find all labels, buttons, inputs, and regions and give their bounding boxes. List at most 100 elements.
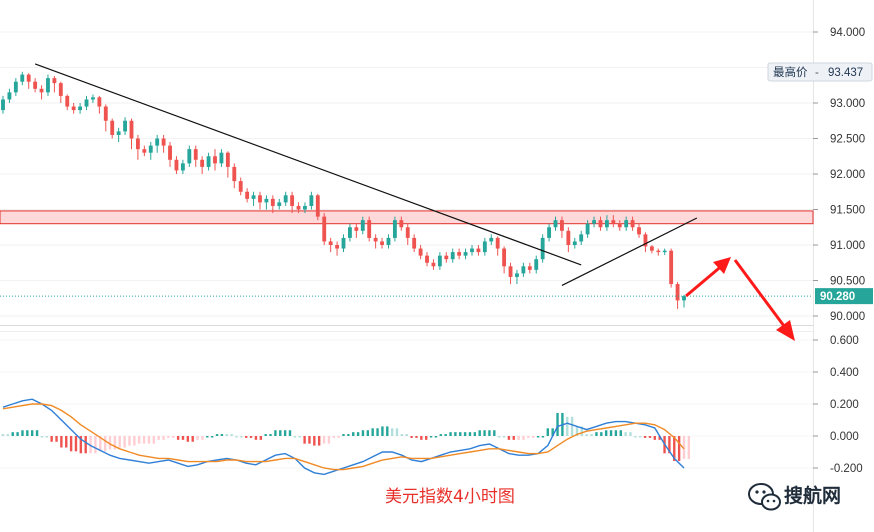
macd-histogram-bar — [245, 436, 248, 438]
macd-histogram-bar — [118, 436, 121, 448]
candle-body — [425, 255, 429, 263]
macd-histogram-bar — [176, 436, 180, 440]
macd-histogram-bar — [478, 430, 481, 436]
macd-histogram-bar — [347, 434, 350, 436]
candle-body — [598, 220, 603, 228]
macd-histogram-bar — [551, 428, 554, 436]
macd-tick-label: 0.000 — [830, 431, 859, 443]
macd-histogram-bar — [517, 436, 520, 440]
forecast-arrows — [685, 257, 795, 341]
macd-histogram-bar — [55, 436, 58, 442]
candle-body — [245, 191, 250, 199]
macd-histogram-bar — [624, 432, 627, 436]
macd-histogram-bar — [580, 426, 584, 436]
candle-body — [251, 195, 256, 199]
macd-histogram-bar — [249, 436, 253, 438]
candle-body — [7, 92, 12, 100]
macd-histogram-bar — [26, 430, 29, 436]
macd-histogram-bar — [293, 436, 297, 438]
candle-body — [643, 234, 648, 247]
trendline-uptrend — [561, 217, 698, 287]
macd-histogram-bar — [147, 436, 151, 444]
macd-histogram-bar — [259, 436, 263, 440]
candle-body — [341, 237, 346, 249]
macd-histogram-bar — [133, 436, 136, 446]
macd-histogram-bar — [65, 436, 68, 448]
candle-body — [187, 149, 192, 164]
macd-line-0 — [2, 398, 685, 476]
macd-histogram-bar — [356, 432, 360, 436]
macd-tick-label: 0.400 — [830, 367, 859, 379]
candle-body — [392, 220, 397, 238]
macd-histogram-bar — [556, 412, 559, 436]
candle-body — [572, 241, 577, 245]
macd-histogram-bar — [677, 436, 681, 461]
candle-body — [97, 97, 102, 107]
candle-body — [123, 120, 127, 132]
candle-body — [675, 284, 680, 301]
macd-histogram-bar — [488, 430, 491, 436]
candle-body — [547, 227, 552, 238]
macd-histogram-bar — [142, 436, 146, 444]
macd-histogram-bar — [240, 436, 243, 438]
candle-body — [360, 220, 365, 231]
candle-body — [270, 198, 275, 206]
macd-histogram-bar — [327, 436, 331, 444]
macd-histogram-bar — [40, 436, 44, 438]
last-price-badge — [815, 288, 873, 305]
candle-body — [168, 145, 172, 160]
macd-histogram-bar — [410, 436, 413, 438]
candle-body — [206, 156, 211, 167]
macd-histogram-bar — [196, 436, 199, 440]
macd-histogram-bar — [274, 430, 277, 436]
candle-body — [335, 245, 340, 249]
macd-histogram-bar — [361, 430, 365, 436]
macd-histogram-bar — [483, 430, 486, 436]
candle-body — [142, 149, 147, 153]
candle-body — [656, 250, 661, 253]
macd-histogram-bar — [546, 428, 549, 436]
trendline-downtrend — [34, 63, 582, 266]
candle-body — [560, 220, 564, 231]
macd-histogram-bar — [507, 436, 511, 440]
candle-body — [444, 255, 449, 260]
macd-histogram-bar — [206, 436, 209, 438]
macd-histogram-bar — [395, 428, 399, 436]
macd-histogram-bar — [497, 436, 501, 438]
macd-histogram-bar — [342, 434, 345, 436]
macd-histogram-bar — [634, 436, 637, 438]
macd-histogram-bar — [444, 434, 447, 436]
macd-histogram-bar — [673, 436, 676, 461]
macd-histogram-bar — [230, 434, 233, 436]
macd-histogram-bar — [585, 434, 588, 436]
macd-histogram-bar — [653, 436, 657, 440]
candle-body — [373, 237, 378, 242]
candle-body — [91, 97, 95, 100]
macd-histogram-bar — [415, 436, 418, 438]
forecast-arrow-down-head — [776, 320, 795, 341]
macd-histogram-bar — [138, 436, 141, 444]
candle-body — [174, 159, 179, 171]
macd-histogram-bar — [629, 432, 632, 436]
macd-histogram-bar — [103, 436, 107, 452]
macd-histogram-bar — [609, 430, 613, 436]
candle-body — [470, 248, 474, 253]
macd-histogram-bar — [390, 428, 394, 436]
macd-histogram-bar — [352, 432, 355, 436]
macd-histogram-bar — [522, 436, 525, 440]
macd-histogram-bar — [527, 436, 530, 438]
candle-body — [566, 230, 571, 245]
candle-body — [367, 220, 372, 238]
macd-histogram-bar — [376, 428, 379, 436]
high-price-badge — [767, 62, 873, 82]
candle-body — [380, 241, 384, 245]
candle-body — [238, 181, 243, 192]
candle-body — [20, 74, 25, 82]
macd-histogram-bar — [30, 430, 34, 436]
candle-body — [277, 202, 282, 206]
candle-body — [52, 78, 57, 84]
price-tick-label: 92.000 — [830, 169, 865, 181]
candle-body — [682, 296, 686, 301]
candle-body — [347, 227, 352, 238]
